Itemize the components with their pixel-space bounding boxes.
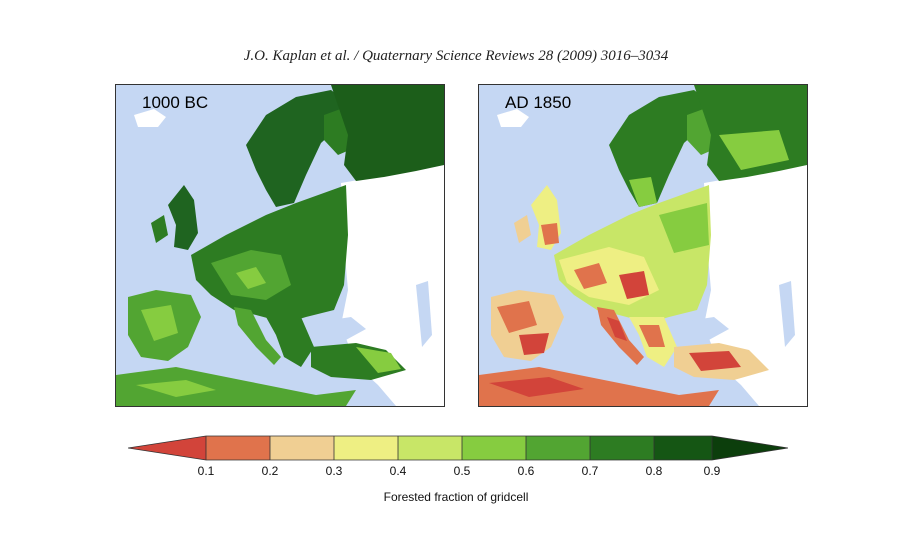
colorbar-segment — [590, 436, 654, 460]
colorbar — [128, 435, 788, 461]
panel-label-ad1850: AD 1850 — [505, 93, 572, 112]
colorbar-segment — [654, 436, 712, 460]
colorbar-tick-label: 0.6 — [517, 464, 535, 478]
map-1000bc: 1000 BC — [115, 84, 445, 407]
colorbar-segment — [398, 436, 462, 460]
panel-label-1000bc: 1000 BC — [142, 93, 209, 112]
citation-header: J.O. Kaplan et al. / Quaternary Science … — [243, 48, 669, 64]
colorbar-tick-label: 0.3 — [325, 464, 343, 478]
colorbar-segment — [334, 436, 398, 460]
colorbar-tick-label: 0.9 — [703, 464, 721, 478]
colorbar-tick-label: 0.4 — [389, 464, 407, 478]
europe-map-1000bc — [116, 85, 444, 406]
colorbar-segment — [462, 436, 526, 460]
colorbar-tick-label: 0.7 — [581, 464, 599, 478]
colorbar-title: Forested fraction of gridcell — [383, 490, 529, 504]
colorbar-tick-label: 0.1 — [197, 464, 215, 478]
colorbar-high-arrow — [712, 436, 788, 460]
colorbar-segment — [206, 436, 270, 460]
colorbar-low-arrow — [128, 436, 206, 460]
colorbar-tick-label: 0.5 — [453, 464, 471, 478]
colorbar-segment — [270, 436, 334, 460]
europe-map-ad1850 — [479, 85, 807, 406]
colorbar-ticks: 0.1 0.2 0.3 0.4 0.5 0.6 0.7 0.8 0.9 — [0, 464, 912, 484]
colorbar-tick-label: 0.8 — [645, 464, 663, 478]
colorbar-tick-label: 0.2 — [261, 464, 279, 478]
map-ad1850: AD 1850 — [478, 84, 808, 407]
colorbar-segment — [526, 436, 590, 460]
